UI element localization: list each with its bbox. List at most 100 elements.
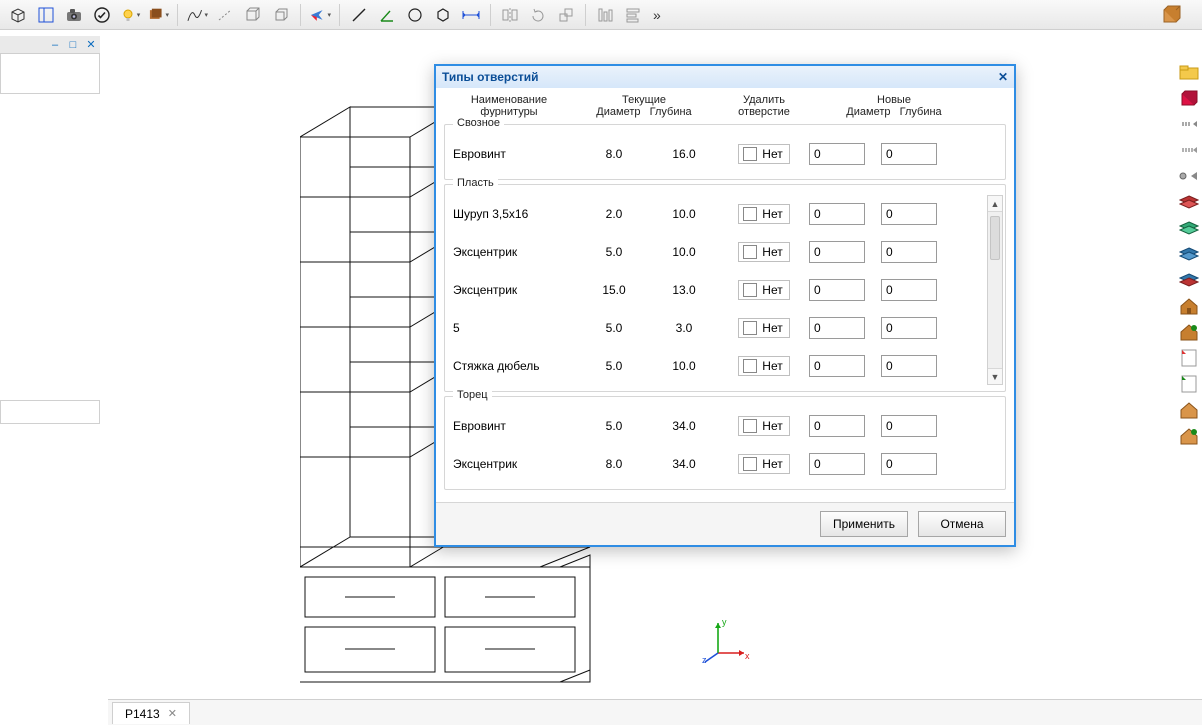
- top-toolbar: »: [0, 0, 1202, 30]
- row-name: Шуруп 3,5x16: [449, 207, 579, 221]
- table-row: Шуруп 3,5x162.010.0Нет: [449, 195, 983, 233]
- new-depth-input[interactable]: [881, 317, 937, 339]
- header-new-dia: Диаметр: [846, 106, 890, 118]
- layout-tool-icon[interactable]: [34, 3, 58, 27]
- row-name: Эксцентрик: [449, 457, 579, 471]
- document-tab[interactable]: P1413 ✕: [112, 702, 190, 724]
- new-depth-input[interactable]: [881, 241, 937, 263]
- new-diameter-input[interactable]: [809, 317, 865, 339]
- new-depth-input[interactable]: [881, 143, 937, 165]
- scroll-down-icon[interactable]: ▼: [988, 368, 1002, 384]
- new-diameter-input[interactable]: [809, 143, 865, 165]
- tab-label: P1413: [125, 707, 160, 721]
- dialog-footer: Применить Отмена: [436, 502, 1014, 545]
- delete-checkbox[interactable]: Нет: [738, 356, 789, 376]
- row-name: Евровинт: [449, 419, 579, 433]
- toolbar-box-icon[interactable]: [1158, 2, 1184, 28]
- row-name: 5: [449, 321, 579, 335]
- scale-tool-icon[interactable]: [554, 3, 578, 27]
- row-diameter: 8.0: [579, 457, 649, 471]
- row-depth: 10.0: [649, 207, 719, 221]
- box3d2-tool-icon[interactable]: [269, 3, 293, 27]
- table-row: Эксцентрик5.010.0Нет: [449, 233, 983, 271]
- delete-checkbox[interactable]: Нет: [738, 204, 789, 224]
- new-depth-input[interactable]: [881, 203, 937, 225]
- box3d-tool-icon[interactable]: [241, 3, 265, 27]
- dock-restore-icon[interactable]: □: [66, 38, 80, 52]
- new-diameter-input[interactable]: [809, 203, 865, 225]
- delete-checkbox[interactable]: Нет: [738, 280, 789, 300]
- delete-checkbox[interactable]: Нет: [738, 318, 789, 338]
- delete-checkbox[interactable]: Нет: [738, 416, 789, 436]
- row-depth: 10.0: [649, 245, 719, 259]
- apply-button[interactable]: Применить: [820, 511, 908, 537]
- delete-checkbox[interactable]: Нет: [738, 144, 789, 164]
- align-v-tool-icon[interactable]: [593, 3, 617, 27]
- edge-tool-icon[interactable]: [213, 3, 237, 27]
- table-row: Эксцентрик15.013.0Нет: [449, 271, 983, 309]
- group-scrollbar[interactable]: ▲▼: [987, 195, 1003, 385]
- rs-folder-icon[interactable]: [1178, 62, 1200, 82]
- check-tool-icon[interactable]: [90, 3, 114, 27]
- mirror-tool-icon[interactable]: [498, 3, 522, 27]
- new-depth-input[interactable]: [881, 453, 937, 475]
- dock-close-icon[interactable]: ✕: [84, 38, 98, 52]
- rs-layer3-icon[interactable]: [1178, 244, 1200, 264]
- new-depth-input[interactable]: [881, 355, 937, 377]
- send-tool-icon[interactable]: [308, 3, 332, 27]
- dialog-titlebar[interactable]: Типы отверстий ✕: [436, 66, 1014, 88]
- header-current-depth: Глубина: [650, 106, 692, 118]
- camera-tool-icon[interactable]: [62, 3, 86, 27]
- scroll-up-icon[interactable]: ▲: [988, 196, 1002, 212]
- angle-tool-icon[interactable]: [375, 3, 399, 27]
- new-diameter-input[interactable]: [809, 241, 865, 263]
- rs-house1-icon[interactable]: [1178, 296, 1200, 316]
- row-name: Эксцентрик: [449, 283, 579, 297]
- delete-checkbox[interactable]: Нет: [738, 454, 789, 474]
- hexagon-tool-icon[interactable]: [431, 3, 455, 27]
- group-label: Свозное: [453, 117, 504, 129]
- rs-house3-icon[interactable]: [1178, 400, 1200, 420]
- dimension-tool-icon[interactable]: [459, 3, 483, 27]
- hole-types-dialog: Типы отверстий ✕ Наименование фурнитуры …: [434, 64, 1016, 547]
- toolbar-more-icon[interactable]: »: [649, 7, 665, 23]
- circle-tool-icon[interactable]: [403, 3, 427, 27]
- new-diameter-input[interactable]: [809, 355, 865, 377]
- rs-screw3-icon[interactable]: [1178, 166, 1200, 186]
- header-current-l1: Текущие: [622, 94, 666, 106]
- rs-screw2-icon[interactable]: [1178, 140, 1200, 160]
- rs-box-red-icon[interactable]: [1178, 88, 1200, 108]
- new-depth-input[interactable]: [881, 279, 937, 301]
- axis-x-label: x: [745, 651, 750, 661]
- line-tool-icon[interactable]: [347, 3, 371, 27]
- scroll-thumb[interactable]: [990, 216, 1000, 260]
- new-diameter-input[interactable]: [809, 279, 865, 301]
- rs-layer4-icon[interactable]: [1178, 270, 1200, 290]
- rs-house2-icon[interactable]: [1178, 322, 1200, 342]
- rs-sheet-green-icon[interactable]: [1178, 374, 1200, 394]
- dock-minimize-icon[interactable]: ‒: [48, 38, 62, 52]
- checkbox-label: Нет: [762, 147, 782, 161]
- new-diameter-input[interactable]: [809, 415, 865, 437]
- cancel-button[interactable]: Отмена: [918, 511, 1006, 537]
- align-h-tool-icon[interactable]: [621, 3, 645, 27]
- rs-sheet-red-icon[interactable]: [1178, 348, 1200, 368]
- dialog-header-row: Наименование фурнитуры Текущие Диаметр Г…: [444, 94, 1006, 118]
- row-diameter: 5.0: [579, 245, 649, 259]
- new-depth-input[interactable]: [881, 415, 937, 437]
- dock-body: [0, 54, 100, 94]
- cube-tool-icon[interactable]: [6, 3, 30, 27]
- rs-layer2-icon[interactable]: [1178, 218, 1200, 238]
- light-tool-icon[interactable]: [118, 3, 142, 27]
- rs-layer1-icon[interactable]: [1178, 192, 1200, 212]
- delete-checkbox[interactable]: Нет: [738, 242, 789, 262]
- rotate-tool-icon[interactable]: [526, 3, 550, 27]
- checkbox-label: Нет: [762, 245, 782, 259]
- stacks-tool-icon[interactable]: [146, 3, 170, 27]
- curve-tool-icon[interactable]: [185, 3, 209, 27]
- dialog-close-icon[interactable]: ✕: [998, 70, 1008, 84]
- new-diameter-input[interactable]: [809, 453, 865, 475]
- tab-close-icon[interactable]: ✕: [168, 707, 177, 720]
- rs-house4-icon[interactable]: [1178, 426, 1200, 446]
- rs-screw1-icon[interactable]: [1178, 114, 1200, 134]
